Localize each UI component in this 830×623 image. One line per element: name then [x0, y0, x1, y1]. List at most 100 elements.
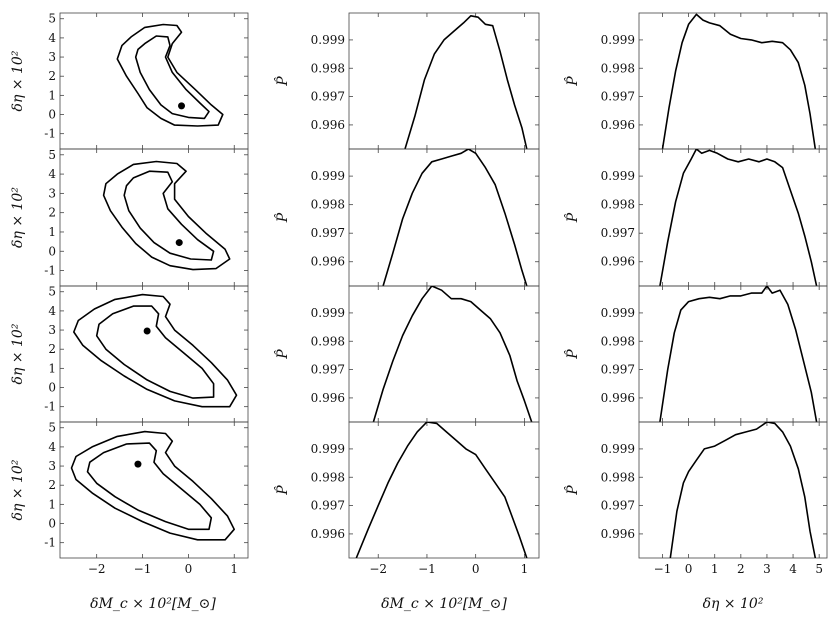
row1-contour-contour-outer: [116, 23, 224, 127]
row1-contour-contour-inner: [134, 35, 210, 120]
row2-contour-ytick-label-2: 1: [48, 225, 56, 239]
row1-contour-ytick-label-5: 4: [48, 31, 56, 45]
row4-eta-xtick-label-0: −1: [654, 562, 672, 576]
row1-eta-ytick-label-2: 0.997: [601, 90, 635, 104]
row4-eta-ylabel: P̂: [563, 485, 581, 496]
row4-mc-ytick-label-0: 0.999: [311, 442, 345, 456]
row4-eta-xtick-label-5: 4: [789, 562, 797, 576]
row2-contour-contour-inner: [123, 170, 215, 261]
row4-eta-xtick-label-4: 3: [763, 562, 771, 576]
row1-contour-ytick-label-0: -1: [44, 127, 56, 141]
row3-eta-ytick-label-2: 0.997: [601, 363, 635, 377]
row4-eta-ytick-label-2: 0.997: [601, 499, 635, 513]
row2-contour-ytick-label-1: 0: [48, 244, 56, 258]
row4-mc: 0.999 0.998 0.997 0.996 −2 −1 0 1 P̂: [273, 421, 540, 576]
row1-mc-curve: [404, 15, 528, 149]
row1-mc-ytick-label-0: 0.999: [311, 33, 345, 47]
row2-contour-best-fit-point: [175, 239, 183, 247]
row1-contour-ylabel: δη × 10²: [10, 50, 26, 111]
row4-mc-xtick-label-2: 0: [472, 562, 480, 576]
row2-eta-ytick-label-3: 0.996: [601, 255, 635, 269]
row2-contour-ytick-label-5: 4: [48, 167, 56, 181]
row2-eta-curve: [659, 149, 818, 286]
row1-mc-ytick-label-3: 0.996: [311, 118, 345, 132]
row3-contour-best-fit-point: [143, 327, 151, 335]
row3-mc-ytick-label-1: 0.998: [311, 334, 345, 348]
x-axis-label-mc-middle: δM_c × 10²[M_⊙]: [381, 596, 507, 612]
row4-contour-ytick-label-3: 2: [48, 478, 56, 492]
row4-contour: -1 0 1 2 3 4 5 −2 −1 0 1 δη × 10²: [10, 421, 249, 576]
row4-eta-xtick-label-1: 0: [685, 562, 693, 576]
row1-contour-frame: [59, 12, 249, 150]
panel-grid: -1 0 1 2 3 4 5 δη × 10² 0.999 0.998 0.997 0.996 P̂ 0.…: [10, 12, 828, 576]
row3-mc-curve: [372, 286, 533, 422]
row3-contour-ytick-label-1: 0: [48, 381, 56, 395]
row4-contour-ytick-label-5: 4: [48, 440, 56, 454]
row2-eta-ytick-label-0: 0.999: [601, 169, 635, 183]
row3-eta-frame: [638, 285, 828, 423]
row3-contour-ytick-label-6: 5: [48, 285, 56, 299]
row4-mc-ylabel: P̂: [273, 485, 291, 496]
row3-contour-ytick-label-2: 1: [48, 361, 56, 375]
row1-eta-ylabel: P̂: [563, 76, 581, 87]
row1-mc-ytick-label-1: 0.998: [311, 61, 345, 75]
row2-mc-frame: [348, 148, 540, 287]
row4-eta-xtick-label-3: 2: [737, 562, 745, 576]
row3-mc-ylabel: P̂: [273, 349, 291, 360]
row2-contour-ytick-label-0: -1: [44, 264, 56, 278]
row1-contour-ytick-label-2: 1: [48, 88, 56, 102]
row4-mc-xtick-label-0: −2: [369, 562, 387, 576]
row2-contour-ylabel: δη × 10²: [10, 187, 26, 248]
row3-contour-frame: [59, 285, 249, 423]
row1-contour: -1 0 1 2 3 4 5 δη × 10²: [10, 12, 249, 150]
row2-mc-ytick-label-0: 0.999: [311, 169, 345, 183]
row2-contour: -1 0 1 2 3 4 5 δη × 10²: [10, 148, 249, 287]
row4-mc-curve: [355, 422, 528, 558]
row2-contour-contour-outer: [102, 160, 231, 271]
row3-contour-ytick-label-3: 2: [48, 342, 56, 356]
row3-contour-ytick-label-0: -1: [44, 400, 56, 414]
row4-contour-ytick-label-1: 0: [48, 517, 56, 531]
row3-eta-ytick-label-1: 0.998: [601, 334, 635, 348]
row3-mc-ytick-label-0: 0.999: [311, 306, 345, 320]
row1-contour-ytick-label-3: 2: [48, 69, 56, 83]
row4-mc-xtick-label-3: 1: [521, 562, 529, 576]
row3-eta: 0.999 0.998 0.997 0.996 P̂: [563, 285, 828, 423]
row2-contour-ytick-label-3: 2: [48, 206, 56, 220]
row4-mc-xtick-label-1: −1: [418, 562, 436, 576]
row4-contour-ytick-label-4: 3: [48, 459, 56, 473]
row2-mc: 0.999 0.998 0.997 0.996 P̂: [273, 148, 540, 287]
row2-contour-ytick-label-4: 3: [48, 186, 56, 200]
row3-eta-ytick-label-0: 0.999: [601, 306, 635, 320]
row1-contour-ytick-label-6: 5: [48, 12, 56, 26]
row1-eta: 0.999 0.998 0.997 0.996 P̂: [563, 12, 828, 150]
row1-contour-ytick-label-1: 0: [48, 108, 56, 122]
row3-eta-ytick-label-3: 0.996: [601, 391, 635, 405]
row1-mc-frame: [348, 12, 540, 150]
row2-eta-ytick-label-1: 0.998: [601, 198, 635, 212]
row4-eta: 0.999 0.998 0.997 0.996 −1 0 1 2 3 4 5 P̂: [563, 421, 828, 576]
row4-mc-frame: [348, 421, 540, 559]
row2-mc-ytick-label-2: 0.997: [311, 226, 345, 240]
row3-mc-ytick-label-3: 0.996: [311, 391, 345, 405]
row4-mc-ytick-label-3: 0.996: [311, 527, 345, 541]
row1-contour-best-fit-point: [178, 102, 186, 110]
row3-contour: -1 0 1 2 3 4 5 δη × 10²: [10, 285, 249, 423]
row2-mc-curve: [382, 149, 528, 286]
row4-contour-ytick-label-2: 1: [48, 497, 56, 511]
row3-mc: 0.999 0.998 0.997 0.996 P̂: [273, 285, 540, 423]
row2-contour-ytick-label-6: 5: [48, 148, 56, 162]
row3-mc-frame: [348, 285, 540, 423]
row3-mc-ytick-label-2: 0.997: [311, 363, 345, 377]
row2-eta: 0.999 0.998 0.997 0.996 P̂: [563, 148, 828, 287]
row4-contour-xtick-label-2: 0: [185, 562, 193, 576]
row1-contour-ytick-label-4: 3: [48, 50, 56, 64]
row4-contour-contour-inner: [86, 442, 213, 531]
row2-mc-ytick-label-1: 0.998: [311, 198, 345, 212]
row4-contour-xtick-label-0: −2: [88, 562, 106, 576]
row4-contour-contour-outer: [70, 430, 235, 541]
x-axis-label-mc-left: δM_c × 10²[M_⊙]: [90, 596, 216, 612]
row4-eta-xtick-label-6: 5: [815, 562, 823, 576]
row2-mc-ylabel: P̂: [273, 212, 291, 223]
row4-contour-ytick-label-0: -1: [44, 536, 56, 550]
